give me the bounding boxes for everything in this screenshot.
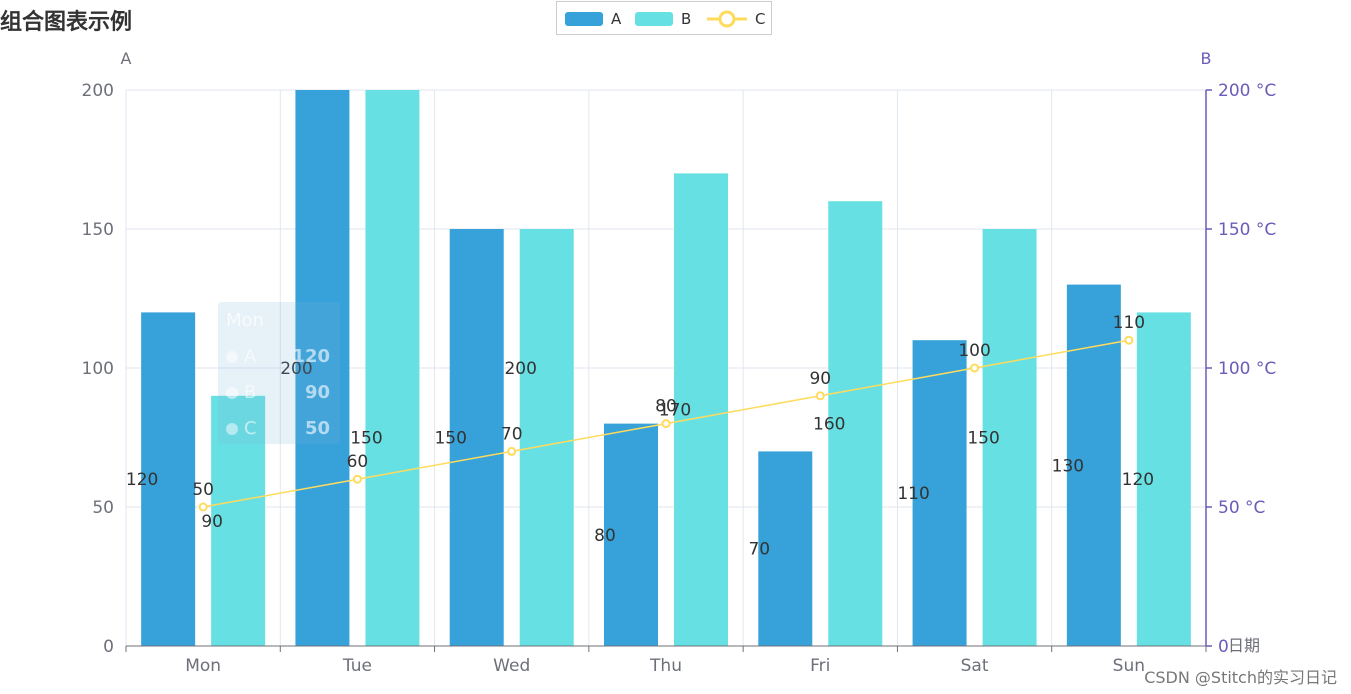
point-label-c-sat: 100 [958,341,990,361]
bar-a-fri [758,451,813,646]
point-label-c-fri: 90 [809,369,831,389]
y-left-tick-label: 0 [103,637,114,657]
x-tick-label-fri: Fri [810,656,830,676]
x-tick-label-tue: Tue [342,656,372,676]
point-c-fri [815,391,825,401]
bar-label-a-sat: 110 [897,484,929,504]
bar-label-a-fri: 70 [748,540,770,560]
x-tick-label-sun: Sun [1113,656,1145,676]
point-c-mon [198,502,208,512]
point-c-tue [352,474,362,484]
x-tick-label-sat: Sat [961,656,989,676]
legend-label-c: C [755,10,766,28]
tooltip-row-b-value: 90 [304,382,330,403]
y-right-tick-label: 50 °C [1218,498,1265,518]
bar-label-b-tue: 150 [350,429,382,449]
bar-a-thu [604,423,658,646]
y-right-tick-label: 150 °C [1218,220,1276,240]
tooltip-row-a-value: 120 [292,346,330,367]
bar-label-b-mon: 90 [201,512,223,532]
y-left-tick-label: 100 [82,359,114,379]
bar-a-sun [1066,284,1121,646]
bar-label-a-mon: 120 [126,470,158,490]
bar-a-mon [141,312,196,646]
point-c-wed [507,446,517,456]
bar-label-b-wed: 200 [504,359,536,379]
point-c-thu [661,419,671,429]
tooltip-row-a: A 120 [226,346,334,367]
tooltip-dot-icon [226,423,238,435]
tooltip-row-b-name: B [244,382,257,403]
bar-b-thu [674,173,728,646]
bar-label-b-sat: 150 [967,429,999,449]
bar-label-a-wed: 150 [434,429,466,449]
bar-b-tue [365,90,420,646]
bar-a-wed [449,229,504,646]
bar-a-tue [295,90,350,646]
legend-swatch-a [565,12,603,26]
bar-label-b-thu: 170 [659,401,691,421]
y-right-axis-name: B [1201,49,1212,68]
bar-b-wed [519,229,574,646]
point-label-c-wed: 70 [501,424,523,444]
tooltip-row-b: B 90 [226,382,334,403]
legend-swatch-c [707,10,747,28]
bar-b-fri [828,201,883,646]
x-tick-label-thu: Thu [649,656,682,676]
x-tick-label-mon: Mon [185,656,221,676]
tooltip-row-c: C 50 [226,418,334,439]
bar-label-b-fri: 160 [813,415,845,435]
bar-b-sun [1136,312,1191,646]
chart-title: 组合图表示例 [0,10,133,35]
tooltip-dot-icon [226,351,238,363]
x-axis-name: 日期 [1228,636,1260,655]
y-right-tick-label: 200 °C [1218,81,1276,101]
y-right-tick-label: 0 [1218,637,1229,657]
y-left-tick-label: 50 [92,498,114,518]
x-tick-label-wed: Wed [493,656,530,676]
point-label-c-thu: 80 [655,397,677,417]
y-right-tick-label: 100 °C [1218,359,1276,379]
legend: A B C [556,1,772,35]
point-label-c-mon: 50 [192,480,214,500]
tooltip-row-a-name: A [244,346,257,367]
y-left-tick-label: 200 [82,81,114,101]
bar-label-a-thu: 80 [594,526,616,546]
y-left-axis-name: A [121,49,132,68]
tooltip: Mon A 120 B 90 C 50 [218,302,340,444]
tooltip-row-c-name: C [244,418,257,439]
y-left-tick-label: 150 [82,220,114,240]
watermark: CSDN @Stitch的实习日记 [1144,668,1337,687]
bar-b-mon [211,395,266,646]
tooltip-title: Mon [226,310,264,331]
legend-swatch-b [635,12,673,26]
legend-label-a: A [611,10,622,28]
tooltip-dot-icon [226,387,238,399]
bar-label-a-tue: 200 [280,359,312,379]
legend-label-b: B [681,10,692,28]
bar-label-b-sun: 120 [1122,470,1154,490]
point-c-sun [1124,335,1134,345]
bar-b-sat [982,229,1037,646]
point-c-sat [970,363,980,373]
tooltip-row-c-value: 50 [304,418,330,439]
bar-a-sat [912,340,967,646]
point-label-c-sun: 110 [1113,313,1145,333]
point-label-c-tue: 60 [347,452,369,472]
bar-label-a-sun: 130 [1052,456,1084,476]
